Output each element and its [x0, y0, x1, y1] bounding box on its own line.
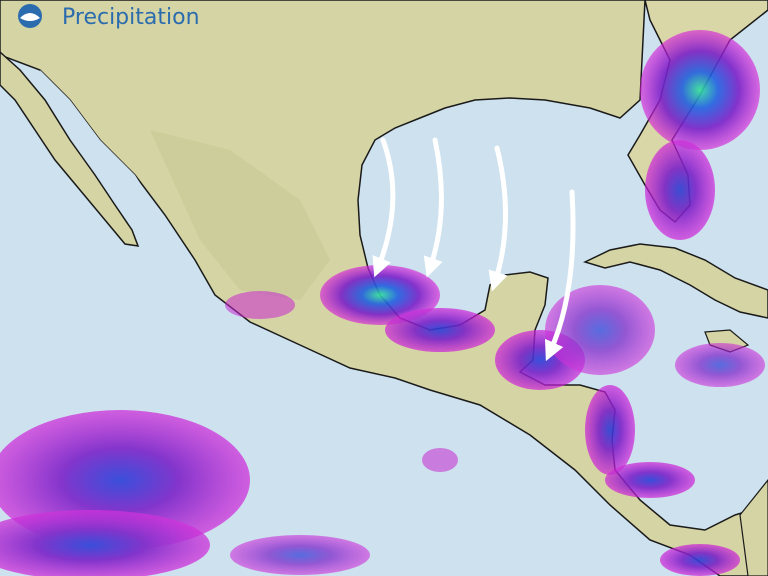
island — [582, 243, 768, 319]
logo-mark — [20, 13, 40, 21]
highlands — [150, 130, 330, 300]
wind-arrows — [372, 137, 576, 362]
peninsula — [0, 50, 140, 247]
header: Precipitation — [18, 4, 200, 30]
gulf-of-california — [40, 70, 160, 218]
island — [739, 479, 768, 576]
map-title: Precipitation — [62, 5, 200, 30]
precipitation — [0, 30, 765, 576]
